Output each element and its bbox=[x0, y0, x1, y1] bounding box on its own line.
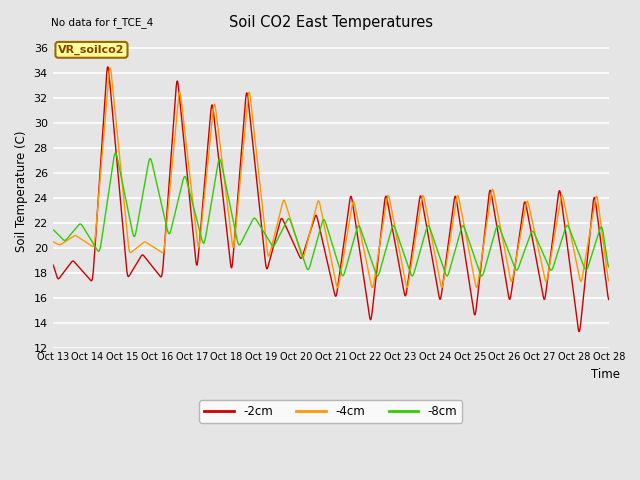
Line: -2cm: -2cm bbox=[52, 67, 609, 332]
-8cm bbox=[605, 264, 612, 270]
-4cm bbox=[572, 257, 580, 263]
-2cm bbox=[229, 252, 237, 258]
Text: No data for f_TCE_4: No data for f_TCE_4 bbox=[51, 17, 154, 28]
-4cm bbox=[49, 239, 56, 245]
-4cm bbox=[575, 272, 583, 278]
Line: -8cm: -8cm bbox=[52, 153, 609, 276]
-4cm bbox=[229, 244, 237, 250]
-8cm bbox=[374, 273, 381, 279]
-2cm bbox=[342, 227, 349, 232]
-2cm bbox=[575, 328, 582, 334]
-4cm bbox=[251, 136, 259, 142]
-8cm bbox=[572, 242, 580, 248]
-8cm bbox=[342, 266, 349, 272]
-4cm bbox=[342, 239, 350, 245]
Y-axis label: Soil Temperature (C): Soil Temperature (C) bbox=[15, 131, 28, 252]
-8cm bbox=[49, 227, 56, 233]
-8cm bbox=[112, 150, 120, 156]
-8cm bbox=[229, 218, 237, 224]
Legend: -2cm, -4cm, -8cm: -2cm, -4cm, -8cm bbox=[200, 400, 462, 423]
-8cm bbox=[251, 216, 259, 221]
-2cm bbox=[251, 161, 259, 167]
-2cm bbox=[575, 329, 583, 335]
X-axis label: Time: Time bbox=[591, 368, 620, 381]
-4cm bbox=[333, 285, 341, 290]
-4cm bbox=[605, 278, 612, 284]
-8cm bbox=[575, 251, 583, 257]
-8cm bbox=[190, 205, 198, 211]
Title: Soil CO2 East Temperatures: Soil CO2 East Temperatures bbox=[228, 15, 433, 30]
-2cm bbox=[605, 297, 612, 302]
-4cm bbox=[106, 65, 114, 71]
Text: VR_soilco2: VR_soilco2 bbox=[58, 45, 125, 55]
-2cm bbox=[49, 262, 56, 267]
-2cm bbox=[572, 306, 579, 312]
-2cm bbox=[190, 239, 198, 244]
Line: -4cm: -4cm bbox=[52, 68, 609, 288]
-4cm bbox=[190, 208, 198, 214]
-2cm bbox=[104, 64, 111, 70]
